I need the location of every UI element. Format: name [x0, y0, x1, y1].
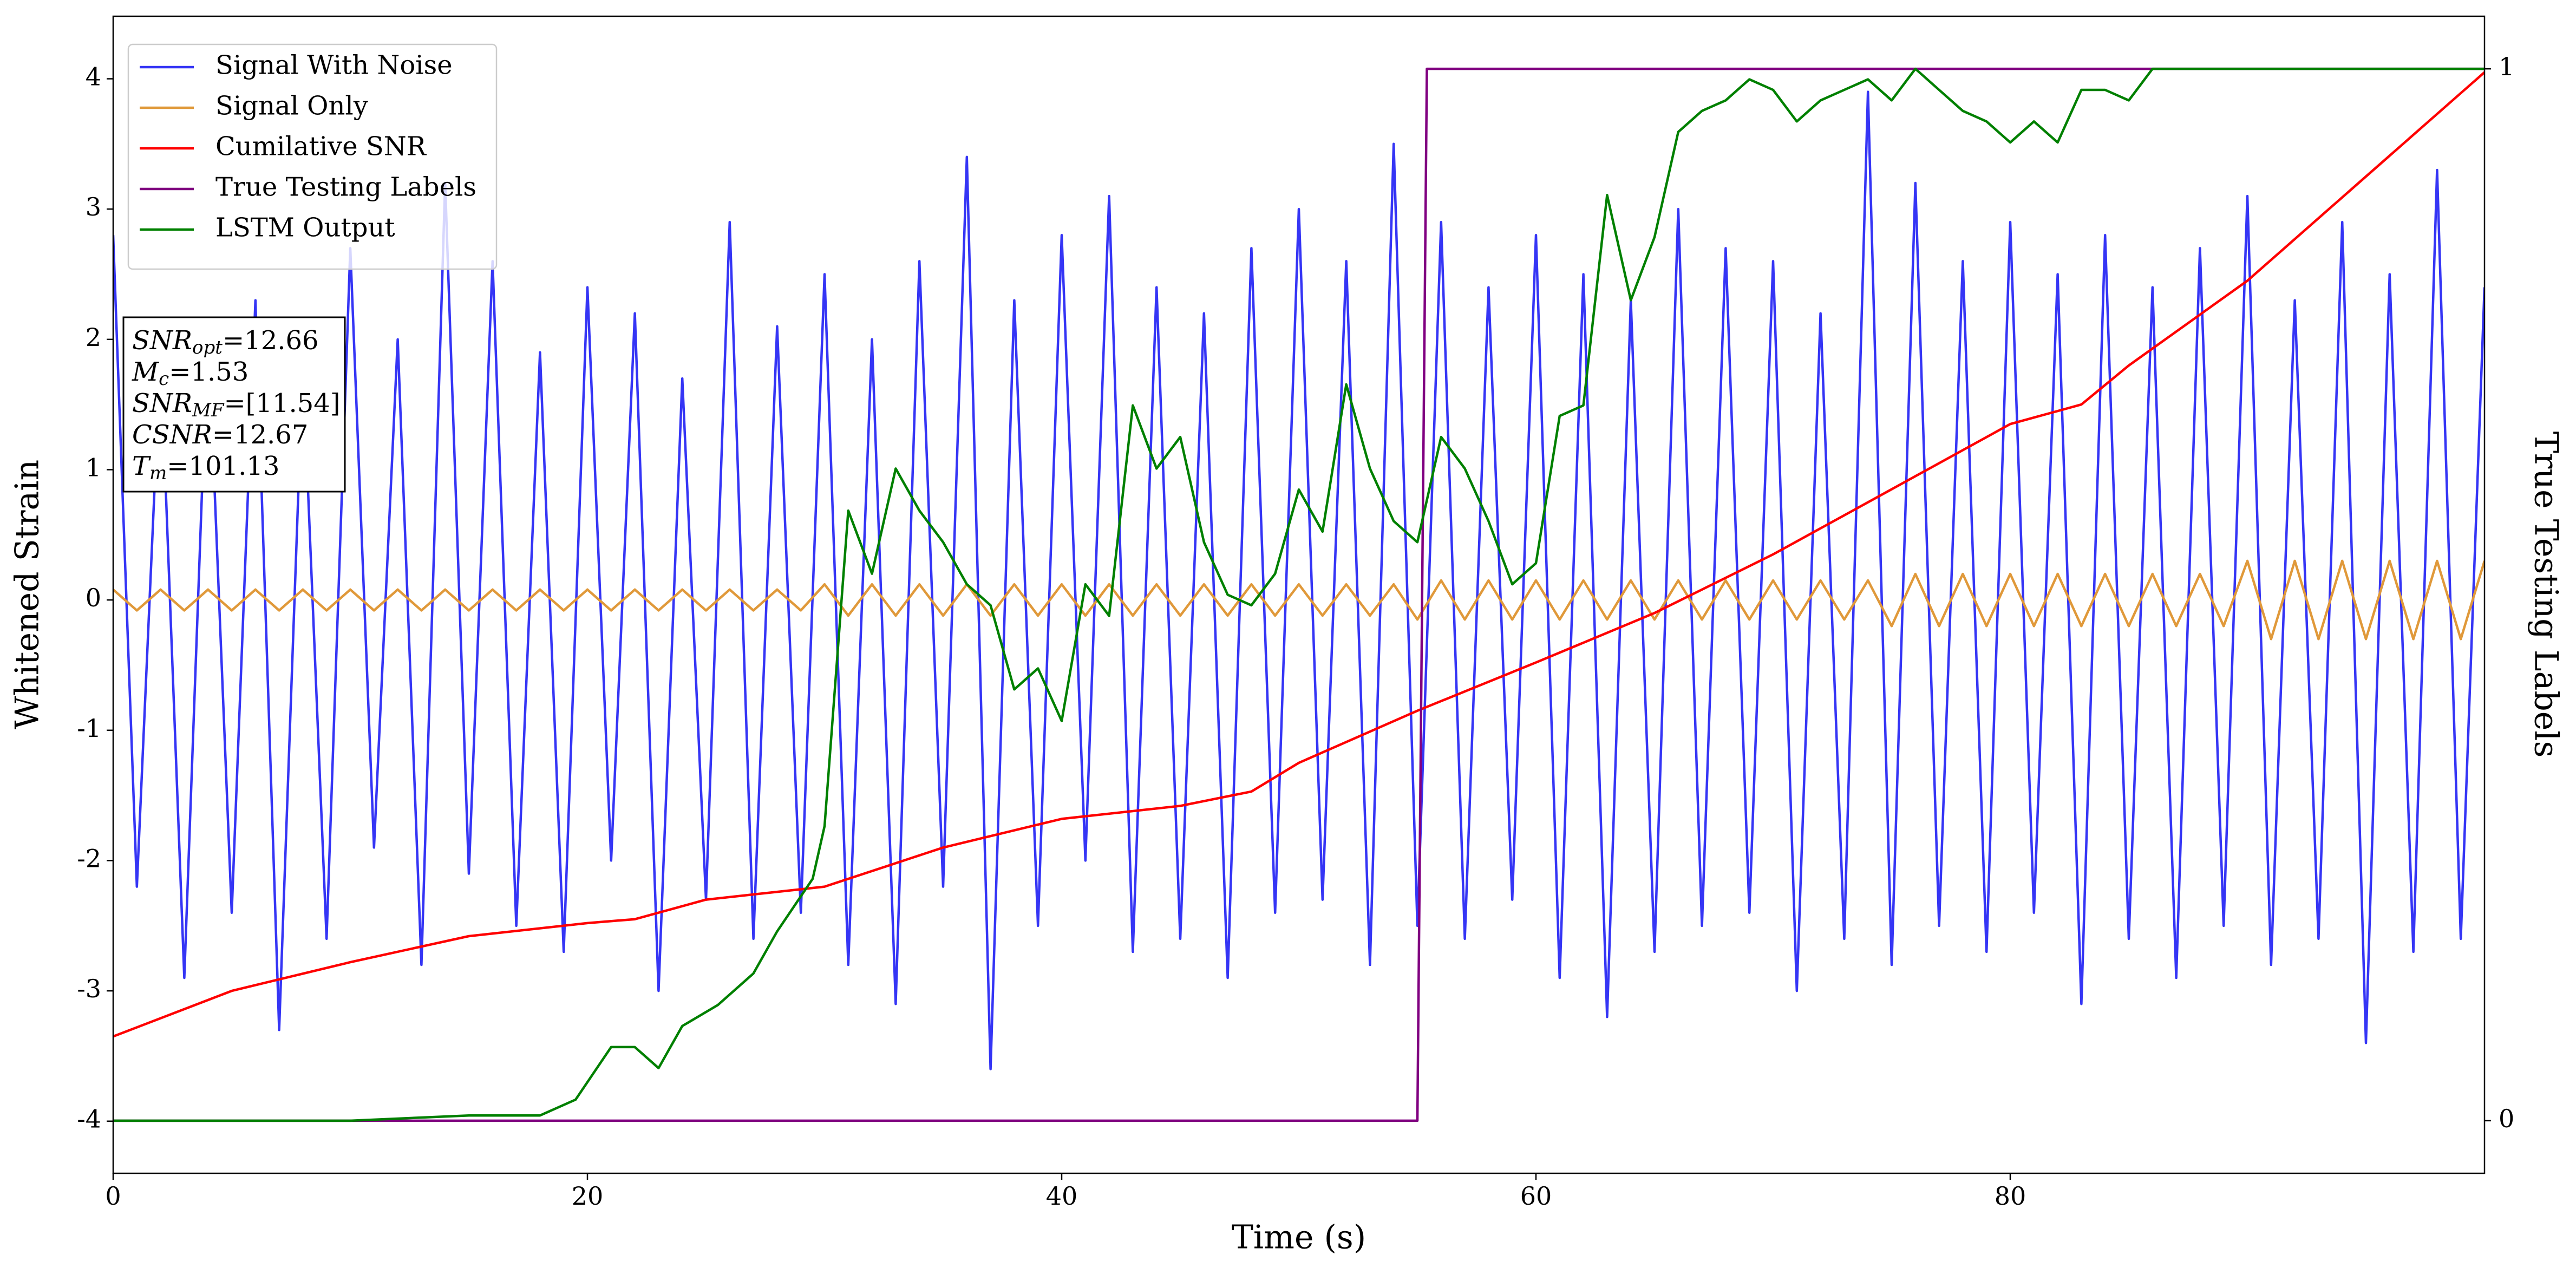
y-tick-label: 2 — [86, 323, 101, 352]
annotation-sub: c — [159, 368, 169, 390]
legend-box — [127, 43, 498, 270]
y2-axis-label: True Testing Labels — [2527, 432, 2565, 758]
legend-label: Cumilative SNR — [215, 132, 427, 162]
y2-tick-label: 1 — [2499, 52, 2514, 81]
x-axis-label: Time (s) — [1232, 1219, 1366, 1257]
annotation-base: SNR — [132, 325, 192, 356]
series-line — [113, 67, 2485, 1122]
y-tick-label: -4 — [77, 1105, 101, 1134]
annotation: CSNR=12.67 — [132, 420, 308, 450]
y-tick-label: 0 — [86, 583, 101, 612]
annotation-box — [122, 316, 346, 493]
annotation: SNRopt=12.66 — [132, 325, 319, 359]
y-tick-label: -1 — [77, 714, 101, 743]
legend-label: Signal Only — [215, 91, 368, 121]
y-tick-label: -2 — [77, 844, 101, 873]
annotation-sub: opt — [192, 337, 223, 358]
legend-label: True Testing Labels — [215, 172, 476, 202]
annotation: Mc=1.53 — [132, 357, 249, 390]
annotation-sub: MF — [192, 400, 225, 421]
series-line — [113, 559, 2485, 641]
annotation-base: CSNR — [132, 420, 212, 450]
annotation-base: SNR — [132, 388, 192, 419]
y-tick-label: 3 — [86, 192, 101, 221]
legend-label: LSTM Output — [215, 213, 395, 243]
annotation-text: =[11.54] — [224, 388, 340, 419]
x-tick-label: 20 — [572, 1181, 604, 1211]
x-tick-label: 60 — [1520, 1181, 1552, 1211]
x-tick-label: 0 — [105, 1181, 121, 1211]
y-tick-label: 4 — [86, 62, 101, 92]
annotation: Tm=101.13 — [132, 451, 279, 485]
annotation-text: =12.67 — [212, 420, 309, 450]
annotation: SNRMF=[11.54] — [132, 388, 341, 422]
annotation-base: M — [132, 357, 160, 387]
series-line — [113, 90, 2485, 1070]
legend-label: Signal With Noise — [215, 50, 453, 81]
series-line — [113, 71, 2485, 1038]
annotation-text: =101.13 — [167, 451, 279, 481]
annotation-sub: m — [149, 462, 167, 484]
x-tick-label: 40 — [1046, 1181, 1078, 1211]
x-tick-label: 80 — [1995, 1181, 2026, 1211]
plot-frame — [112, 15, 2486, 1174]
annotation-text: =12.66 — [223, 325, 319, 356]
y-tick-label: 1 — [86, 453, 101, 482]
annotation-text: =1.53 — [169, 357, 249, 387]
y-tick-label: -3 — [77, 974, 101, 1003]
annotation-base: T — [132, 451, 151, 481]
y2-tick-label: 0 — [2499, 1104, 2514, 1133]
y-axis-label: Whitened Strain — [9, 460, 47, 729]
series-line — [113, 67, 2485, 1122]
